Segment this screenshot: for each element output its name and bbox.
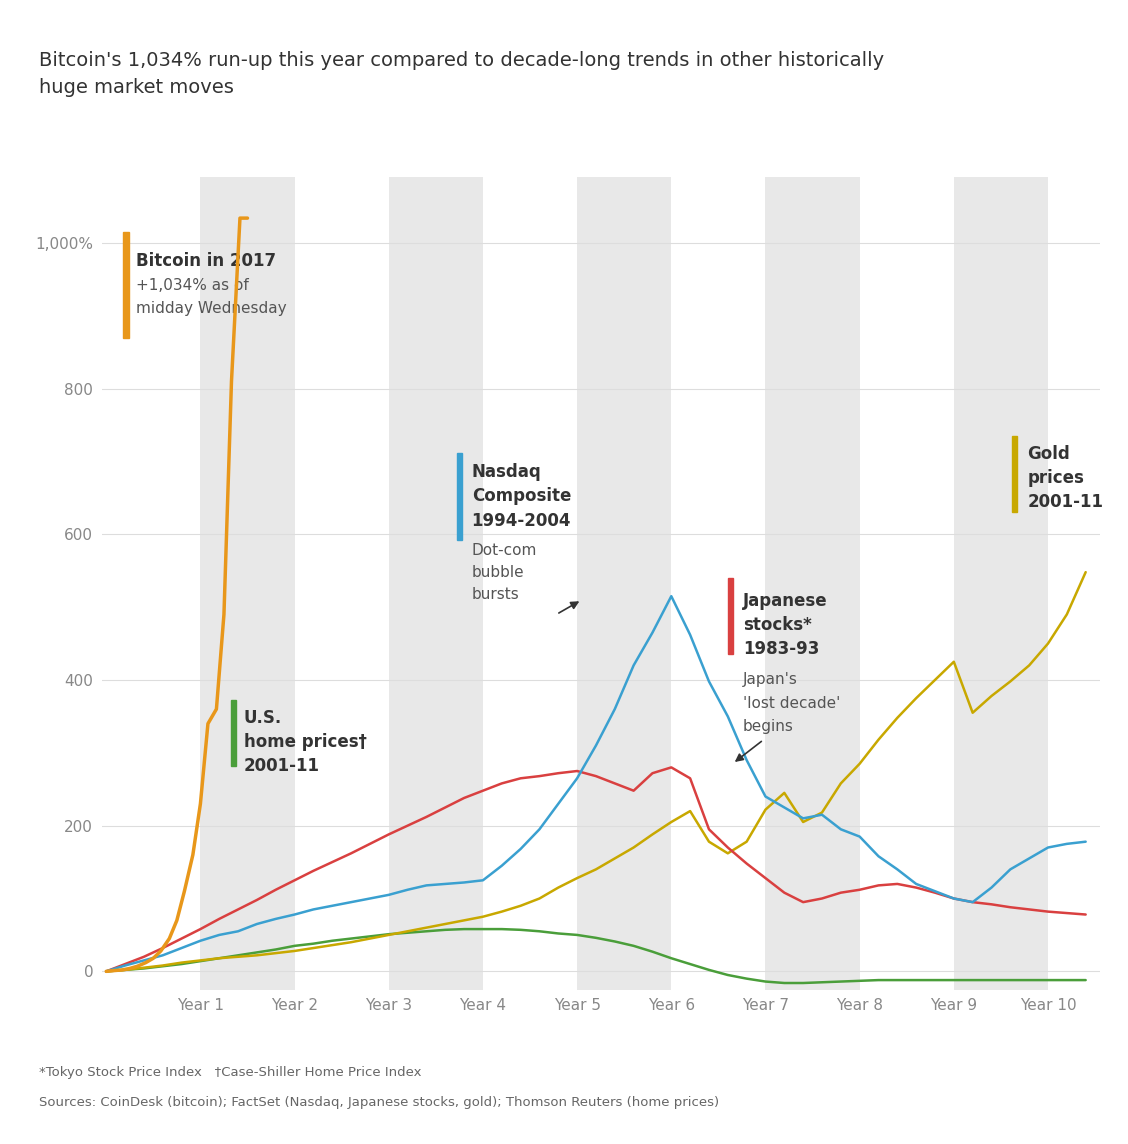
Text: 2001-11: 2001-11 <box>244 757 319 774</box>
Text: 2001-11: 2001-11 <box>1028 493 1103 511</box>
Text: home prices†: home prices† <box>244 733 367 750</box>
Bar <box>201 177 294 990</box>
Bar <box>1012 436 1017 513</box>
Text: U.S.: U.S. <box>244 709 282 726</box>
Text: Bitcoin's 1,034% run-up this year compared to decade-long trends in other histor: Bitcoin's 1,034% run-up this year compar… <box>39 51 884 97</box>
Text: 1983-93: 1983-93 <box>743 641 819 658</box>
Text: Japanese: Japanese <box>743 593 828 610</box>
Bar <box>389 177 483 990</box>
Text: Bitcoin in 2017: Bitcoin in 2017 <box>136 252 276 270</box>
Text: *Tokyo Stock Price Index   †Case-Shiller Home Price Index: *Tokyo Stock Price Index †Case-Shiller H… <box>39 1066 422 1079</box>
Bar <box>954 177 1048 990</box>
Text: Sources: CoinDesk (bitcoin); FactSet (Nasdaq, Japanese stocks, gold); Thomson Re: Sources: CoinDesk (bitcoin); FactSet (Na… <box>39 1096 720 1109</box>
Text: 1994-2004: 1994-2004 <box>472 513 571 530</box>
Text: Japan's: Japan's <box>743 673 797 688</box>
Text: +1,034% as of: +1,034% as of <box>136 278 249 293</box>
Bar <box>578 177 671 990</box>
Text: Dot-com: Dot-com <box>472 542 537 558</box>
Bar <box>728 578 733 654</box>
Bar <box>230 700 236 766</box>
Text: midday Wednesday: midday Wednesday <box>136 301 287 316</box>
Text: Composite: Composite <box>472 487 571 506</box>
Text: bursts: bursts <box>472 587 519 602</box>
Bar <box>457 453 461 540</box>
Bar <box>123 232 129 337</box>
Text: bubble: bubble <box>472 565 525 580</box>
Text: begins: begins <box>743 720 794 734</box>
Text: stocks*: stocks* <box>743 617 812 634</box>
Bar <box>766 177 860 990</box>
Text: prices: prices <box>1028 469 1084 487</box>
Text: Nasdaq: Nasdaq <box>472 463 541 482</box>
Text: Gold: Gold <box>1028 445 1070 463</box>
Text: 'lost decade': 'lost decade' <box>743 696 840 710</box>
